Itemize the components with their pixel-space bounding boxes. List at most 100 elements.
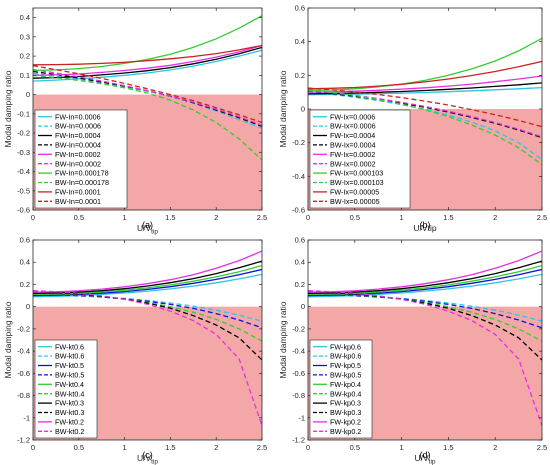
legend-entry-label: BW-kt0.3	[55, 408, 84, 417]
x-axis-label-main: U/Vtip	[413, 223, 436, 233]
series-line-2	[308, 82, 542, 95]
y-tick-label: 0.3	[20, 32, 30, 41]
y-tick-label: -0.6	[17, 206, 30, 215]
series-line-4	[308, 75, 542, 93]
series-line-0	[33, 49, 262, 82]
y-tick-label: 0.6	[20, 236, 30, 245]
x-axis-label-main: U/V	[414, 453, 429, 463]
legend-entry-label: BW-In=0.0001	[55, 197, 101, 206]
y-axis-label: Modal damping ratio	[3, 70, 13, 147]
x-axis-label-sub: tip	[151, 229, 158, 236]
y-tick-label: -0.1	[17, 109, 30, 118]
panel-label: (c)	[142, 450, 153, 460]
legend-entry-label: FW-Ix=0.0006	[330, 112, 375, 121]
series-line-6	[33, 260, 262, 294]
series-line-8	[308, 60, 542, 90]
legend-entry-label: BW-In=0.0002	[55, 159, 101, 168]
y-tick-label: -0.6	[292, 206, 305, 215]
y-tick-label: -0.5	[17, 186, 30, 195]
series-line-3	[308, 293, 542, 329]
series-line-4	[308, 264, 542, 296]
x-tick-label: 2	[493, 213, 497, 222]
legend-entry-label: BW-kp0.5	[330, 371, 361, 380]
y-tick-label: 0.4	[20, 258, 30, 267]
y-tick-label: -0.2	[17, 324, 30, 333]
x-tick-label: 1.5	[443, 443, 453, 452]
x-tick-label: 2.5	[537, 443, 547, 452]
y-tick-label: -0.3	[17, 148, 30, 157]
x-axis-label-sub: tip	[429, 459, 436, 465]
x-tick-label: 2.5	[257, 443, 267, 452]
panel-2: 0 0.5 1 1.5 2 2.5 -1.2 -1 -0.8 -0.6 -0.4 -0.2 0 0.2 0.…	[3, 236, 267, 465]
y-tick-label: -1.2	[17, 436, 30, 445]
legend-entry-label: FW-In=0.0006	[55, 112, 101, 121]
y-tick-label: 0	[301, 105, 305, 114]
legend: FW-kt0.6BW-kt0.6FW-kt0.5BW-kt0.5FW-kt0.4…	[34, 339, 98, 439]
y-tick-label: 0.1	[20, 71, 30, 80]
legend-entry-label: BW-kt0.5	[55, 371, 84, 380]
legend-entry-label: BW-In=0.000178	[55, 178, 109, 187]
x-tick-label: 0	[31, 213, 35, 222]
y-tick-label: -0.4	[17, 167, 30, 176]
legend-entry-label: BW-kt0.4	[55, 389, 84, 398]
panel-label: (b)	[420, 220, 431, 230]
series-line-0	[308, 86, 542, 96]
legend-entry-label: FW-Ix=0.00005	[330, 188, 379, 197]
legend-entry-label: BW-kt0.2	[55, 427, 84, 436]
series-line-4	[33, 264, 262, 296]
series-line-2	[33, 46, 262, 79]
series-line-0	[33, 273, 262, 298]
y-tick-label: 0.2	[20, 52, 30, 61]
x-axis-label: U/Vtip	[414, 453, 435, 465]
x-tick-label: 2.5	[257, 213, 267, 222]
x-tick-label: 1.5	[443, 213, 453, 222]
legend-entry-label: FW-Ix=0.0002	[330, 150, 375, 159]
legend-entry-label: BW-kp0.4	[330, 389, 361, 398]
y-tick-label: 0.4	[20, 13, 30, 22]
y-tick-label: 0.2	[295, 280, 305, 289]
legend-entry-label: BW-kp0.2	[330, 427, 361, 436]
x-tick-label: 2	[214, 443, 218, 452]
y-tick-label: -0.2	[17, 129, 30, 138]
legend-entry-label: FW-kt0.5	[55, 361, 84, 370]
series-line-2	[33, 268, 262, 297]
x-tick-label: 0.5	[74, 213, 84, 222]
x-tick-label: 0.5	[350, 443, 360, 452]
y-tick-label: 0.2	[20, 280, 30, 289]
series-line-6	[308, 37, 542, 92]
legend-entry-label: BW-Ix=0.0004	[330, 141, 376, 150]
legend-entry-label: FW-In=0.000178	[55, 169, 109, 178]
panel-label: (d)	[420, 450, 431, 460]
x-tick-label: 1.5	[165, 213, 175, 222]
series-line-2	[308, 268, 542, 297]
legend-entry-label: FW-Ix=0.000103	[330, 169, 383, 178]
series-line-7	[33, 74, 262, 161]
series-group	[33, 15, 262, 161]
y-tick-label: -0.6	[292, 369, 305, 378]
panel-3: 0 0.5 1 1.5 2 2.5 -1.2 -1 -0.8 -0.6 -0.4 -0.2 0 0.2 0.…	[278, 236, 547, 465]
series-line-5	[33, 68, 262, 127]
x-tick-label: 2.5	[537, 213, 547, 222]
y-axis-label: Modal damping ratio	[3, 301, 13, 378]
series-line-8	[308, 250, 542, 293]
legend-entry-label: BW-In=0.0006	[55, 122, 101, 131]
y-tick-label: 0.6	[295, 236, 305, 245]
series-line-7	[308, 291, 542, 361]
series-line-9	[33, 65, 262, 124]
legend-entry-label: FW-kt0.2	[55, 418, 84, 427]
x-axis-label-main: U/V	[137, 453, 152, 463]
series-line-6	[308, 260, 542, 294]
x-axis-label: U/Vtip	[137, 223, 158, 236]
x-tick-label: 1.5	[165, 443, 175, 452]
y-tick-label: -1.2	[292, 436, 305, 445]
legend-entry-label: FW-kt0.4	[55, 380, 84, 389]
y-tick-label: -0.8	[292, 391, 305, 400]
series-line-1	[308, 91, 542, 161]
x-axis-label-main: U/V	[137, 223, 152, 233]
axes-box	[32, 7, 263, 211]
series-group	[308, 250, 542, 426]
legend-entry-label: FW-kp0.6	[330, 342, 361, 351]
legend-entry-label: FW-Ix=0.0004	[330, 131, 375, 140]
series-line-7	[33, 291, 262, 361]
